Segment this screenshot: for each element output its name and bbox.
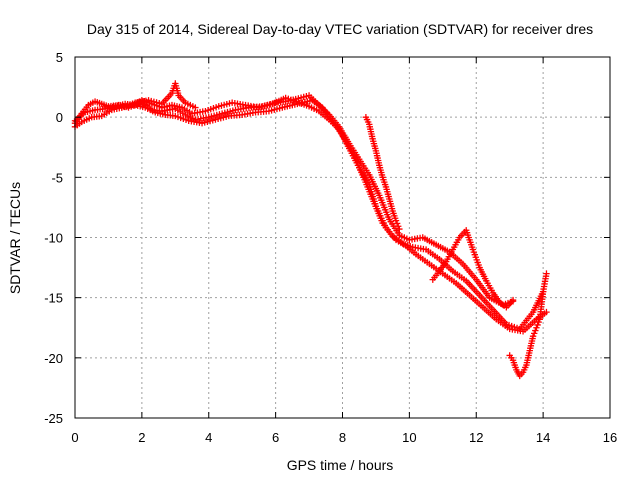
data-point bbox=[509, 296, 517, 304]
y-tick-label: -10 bbox=[44, 231, 63, 246]
data-point bbox=[396, 225, 403, 233]
tick-layer: 0 2 4 6 8 10 12 14 16 5 0 -5 -10 -15 -20 -25 bbox=[44, 50, 617, 445]
data-point bbox=[395, 223, 402, 230]
series-track-3 bbox=[71, 94, 550, 335]
data-point bbox=[192, 104, 199, 111]
x-tick-label: 0 bbox=[71, 430, 78, 445]
x-tick-label: 4 bbox=[205, 430, 212, 445]
data-point bbox=[543, 308, 550, 316]
y-tick-label: -5 bbox=[51, 170, 63, 185]
x-tick-label: 6 bbox=[272, 430, 279, 445]
series-track-4 bbox=[118, 80, 199, 111]
series-track-7 bbox=[506, 270, 550, 380]
data-point bbox=[535, 318, 542, 326]
data-point bbox=[392, 217, 400, 224]
y-tick-label: 5 bbox=[56, 50, 63, 65]
y-tick-label: -25 bbox=[44, 411, 63, 426]
x-tick-label: 10 bbox=[402, 430, 416, 445]
data-point bbox=[532, 327, 539, 334]
y-tick-label: 0 bbox=[56, 110, 63, 125]
x-tick-label: 14 bbox=[536, 430, 550, 445]
x-axis-label: GPS time / hours bbox=[287, 457, 394, 473]
data-point bbox=[534, 321, 541, 329]
x-tick-label: 8 bbox=[339, 430, 346, 445]
series-layer bbox=[71, 80, 550, 380]
y-axis-label: SDTVAR / TECUs bbox=[7, 182, 23, 294]
y-tick-label: -20 bbox=[44, 351, 63, 366]
x-tick-label: 16 bbox=[603, 430, 617, 445]
series-track-2 bbox=[71, 97, 547, 333]
series-track-5 bbox=[362, 113, 403, 233]
y-tick-label: -15 bbox=[44, 291, 63, 306]
data-point bbox=[543, 270, 550, 277]
data-point bbox=[393, 220, 401, 227]
x-tick-label: 2 bbox=[138, 430, 145, 445]
data-point bbox=[529, 332, 537, 340]
series-track-6 bbox=[429, 227, 517, 311]
data-point bbox=[533, 324, 540, 331]
chart-title: Day 315 of 2014, Sidereal Day-to-day VTE… bbox=[87, 21, 593, 37]
data-point bbox=[531, 330, 538, 337]
x-tick-label: 12 bbox=[469, 430, 483, 445]
